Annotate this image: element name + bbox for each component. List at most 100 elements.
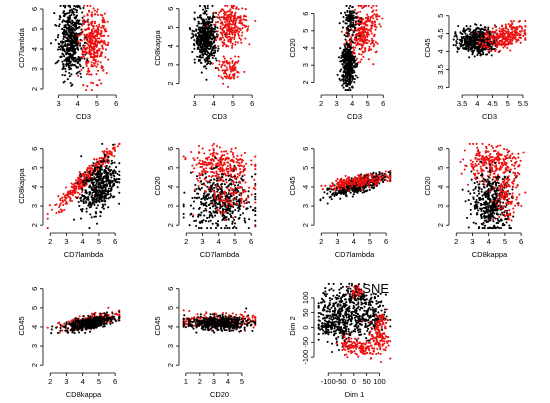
- data-point: [100, 82, 103, 85]
- data-point: [234, 14, 237, 17]
- data-point: [68, 196, 71, 199]
- y-tick-label: 4: [30, 185, 39, 189]
- data-point: [226, 187, 229, 190]
- data-point: [225, 224, 228, 227]
- data-point: [100, 156, 103, 159]
- data-point: [220, 178, 223, 181]
- data-point: [91, 11, 94, 14]
- data-point: [488, 46, 491, 49]
- data-point: [88, 41, 91, 44]
- data-point: [254, 19, 257, 23]
- data-point: [92, 162, 95, 165]
- data-point: [509, 49, 512, 52]
- data-point: [232, 169, 235, 172]
- data-point: [74, 191, 77, 194]
- data-point: [343, 43, 346, 46]
- y-tick-label: 3: [301, 63, 310, 67]
- data-point: [196, 16, 199, 19]
- data-point: [82, 202, 85, 205]
- data-point: [105, 176, 109, 179]
- data-point: [210, 21, 213, 24]
- data-point: [78, 204, 81, 207]
- data-point: [229, 13, 232, 16]
- data-point: [205, 67, 208, 70]
- data-point: [346, 53, 349, 56]
- data-point: [93, 20, 97, 23]
- data-point: [494, 48, 497, 51]
- data-point: [75, 25, 78, 28]
- data-point: [213, 40, 216, 43]
- data-point: [227, 85, 230, 88]
- data-point: [221, 63, 224, 67]
- data-point: [78, 193, 81, 196]
- data-point: [182, 203, 185, 206]
- x-tick-label: 2: [319, 99, 323, 108]
- data-point: [114, 171, 117, 174]
- data-point: [100, 26, 103, 29]
- data-point: [226, 227, 229, 230]
- data-point: [67, 50, 70, 53]
- data-point: [199, 173, 202, 177]
- data-point: [511, 42, 514, 45]
- data-point: [232, 23, 235, 26]
- data-point: [74, 8, 77, 11]
- data-point: [71, 58, 74, 61]
- data-point: [69, 54, 72, 57]
- data-point: [236, 172, 239, 176]
- data-point: [84, 35, 87, 38]
- data-point: [247, 196, 250, 199]
- data-point: [209, 227, 212, 230]
- data-point: [67, 56, 70, 59]
- data-point: [197, 207, 201, 211]
- data-point: [107, 168, 111, 171]
- data-point: [199, 166, 202, 169]
- data-point: [235, 7, 238, 10]
- data-point: [49, 42, 53, 45]
- data-point: [212, 47, 215, 50]
- data-point: [211, 174, 214, 177]
- data-point: [516, 39, 519, 42]
- data-point: [95, 24, 98, 27]
- data-point: [79, 173, 82, 176]
- data-point: [194, 33, 197, 36]
- data-point: [191, 170, 194, 174]
- data-point: [72, 7, 75, 10]
- data-point: [229, 40, 232, 43]
- x-tick-label: 3: [56, 99, 60, 108]
- data-point: [225, 77, 228, 80]
- data-point: [191, 164, 194, 167]
- data-point: [231, 36, 234, 39]
- data-point: [106, 184, 109, 187]
- data-point: [349, 45, 352, 48]
- data-point: [367, 58, 370, 61]
- data-point: [219, 206, 222, 209]
- data-point: [87, 18, 90, 21]
- data-point: [213, 186, 216, 189]
- data-point: [228, 62, 231, 65]
- data-point: [234, 68, 237, 71]
- x-tick-label: 4.5: [487, 99, 497, 108]
- data-point: [230, 14, 234, 18]
- data-point: [242, 165, 245, 168]
- data-point: [220, 66, 223, 69]
- data-point: [360, 17, 363, 20]
- data-point: [235, 181, 238, 184]
- data-point: [67, 66, 71, 69]
- data-point: [356, 42, 359, 45]
- data-point: [77, 61, 80, 64]
- data-point: [46, 217, 49, 220]
- data-point: [206, 227, 209, 230]
- data-point: [346, 27, 350, 30]
- x-tick-label: 5: [95, 99, 99, 108]
- data-point: [96, 166, 99, 169]
- data-point: [95, 39, 98, 42]
- data-point: [95, 10, 99, 13]
- data-point: [230, 215, 233, 219]
- data-point: [483, 26, 486, 29]
- data-point: [240, 154, 243, 157]
- data-point: [239, 17, 242, 20]
- data-point: [73, 38, 76, 41]
- data-point: [91, 191, 94, 194]
- data-point: [72, 59, 75, 62]
- point-cloud: [49, 4, 110, 92]
